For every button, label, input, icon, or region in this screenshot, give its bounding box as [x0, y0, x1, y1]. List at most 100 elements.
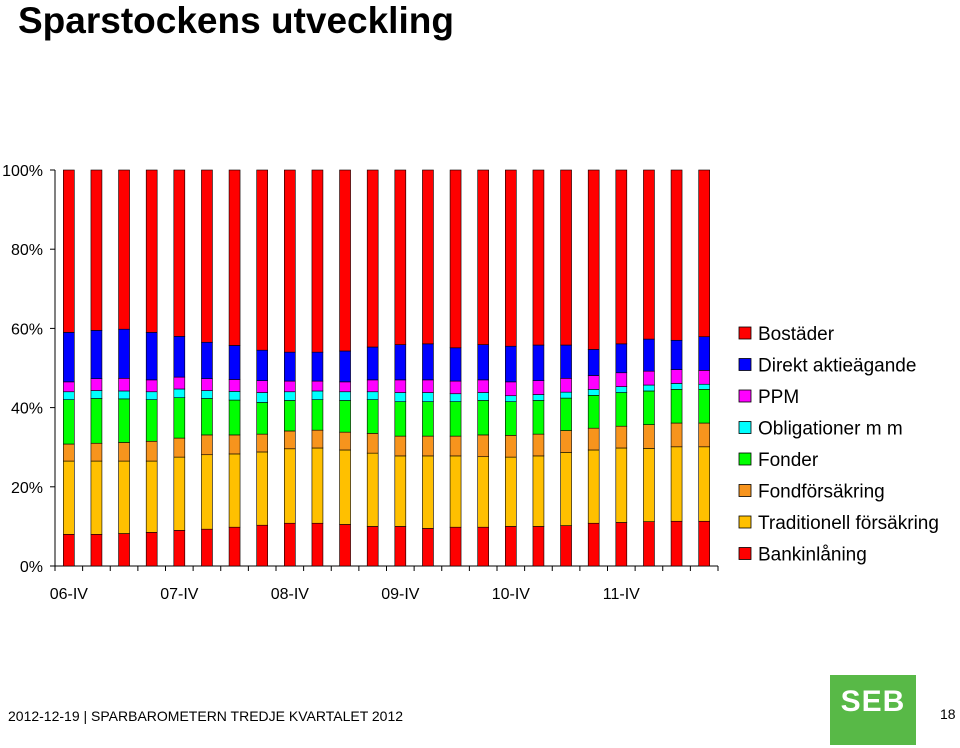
- footer-date: 2012-12-19: [8, 708, 80, 724]
- bar-segment: [587, 449, 600, 524]
- y-tick-label: 20%: [11, 480, 43, 497]
- bar-segment: [449, 455, 462, 528]
- bar-segment: [173, 456, 186, 531]
- bar-segment: [643, 338, 655, 372]
- bar-segment: [560, 397, 572, 431]
- bar-segment: [532, 526, 545, 567]
- bar-segment: [422, 528, 434, 567]
- bar-segment: [505, 395, 517, 402]
- bar-segment: [145, 379, 158, 393]
- bar-segment: [366, 433, 379, 454]
- x-tick-label: 07-IV: [160, 586, 199, 603]
- bar-segment: [256, 392, 268, 403]
- bar-segment: [311, 351, 324, 382]
- bar-segment: [63, 534, 75, 567]
- bar-segment: [477, 434, 489, 458]
- bar-segment: [256, 169, 268, 351]
- y-tick-label: 60%: [11, 321, 43, 338]
- bar-segment: [90, 330, 103, 379]
- bar-segment: [532, 433, 545, 457]
- bar-segment: [256, 380, 268, 393]
- bar-segment: [366, 379, 379, 393]
- bar-segment: [228, 399, 241, 436]
- bar-segment: [643, 521, 655, 567]
- bar-segment: [173, 437, 186, 458]
- bar-segment: [615, 392, 628, 427]
- bar-segment: [615, 522, 628, 567]
- bar-segment: [670, 389, 683, 424]
- bar-segment: [477, 526, 489, 567]
- bar-segment: [394, 455, 407, 527]
- bar-segment: [145, 440, 158, 462]
- bar-segment: [505, 401, 517, 436]
- bar-segment: [63, 169, 75, 333]
- bar-segment: [477, 169, 489, 345]
- bar-segment: [560, 344, 572, 379]
- y-tick-label: 100%: [2, 163, 43, 180]
- bar-segment: [505, 435, 517, 458]
- bar-segment: [145, 399, 158, 442]
- bar-segment: [118, 533, 130, 567]
- bar-segment: [118, 377, 130, 392]
- chart-title: Sparstockens utveckling: [18, 0, 454, 41]
- legend-swatch: [738, 421, 752, 434]
- bar-segment: [422, 379, 434, 393]
- bar-segment: [670, 383, 683, 390]
- bar-segment: [615, 386, 628, 393]
- bar-segment: [532, 400, 545, 435]
- bar-segment: [284, 400, 296, 432]
- bar-segment: [311, 169, 324, 353]
- bar-segment: [228, 526, 241, 567]
- x-tick-label: 10-IV: [492, 586, 531, 603]
- bar-segment: [587, 349, 600, 376]
- legend-label: Traditionell försäkring: [758, 513, 939, 534]
- bar-segment: [394, 401, 407, 437]
- bar-segment: [256, 402, 268, 435]
- bar-segment: [284, 380, 296, 393]
- bar-segment: [145, 532, 158, 567]
- bar-segment: [311, 399, 324, 431]
- bar-segment: [366, 526, 379, 567]
- bar-segment: [422, 435, 434, 457]
- bar-segment: [201, 528, 213, 567]
- bar-segment: [587, 522, 600, 567]
- bar-segment: [449, 347, 462, 382]
- bar-segment: [505, 345, 517, 383]
- bar-segment: [90, 398, 103, 444]
- bar-segment: [339, 350, 351, 383]
- bar-segment: [615, 447, 628, 523]
- bar-segment: [643, 390, 655, 425]
- bar-segment: [201, 169, 213, 343]
- bar-segment: [449, 393, 462, 402]
- bar-segment: [118, 442, 130, 462]
- bar-segment: [449, 169, 462, 349]
- legend-label: PPM: [758, 387, 799, 408]
- bar-segment: [201, 398, 213, 436]
- bar-segment: [698, 383, 710, 390]
- bar-segment: [477, 400, 489, 436]
- bar-segment: [643, 169, 655, 340]
- bar-segment: [532, 344, 545, 381]
- bar-segment: [118, 398, 130, 443]
- bar-segment: [63, 460, 75, 535]
- logo-text: SEB: [840, 685, 906, 718]
- bar-segment: [173, 376, 186, 390]
- legend-swatch: [738, 547, 752, 560]
- legend-swatch: [738, 452, 752, 466]
- bar-segment: [118, 169, 130, 330]
- bar-segment: [560, 169, 572, 346]
- bar-segment: [698, 446, 710, 522]
- bar-segment: [63, 391, 75, 400]
- bar-segment: [145, 460, 158, 533]
- y-tick-label: 40%: [11, 401, 43, 418]
- bar-segment: [228, 391, 241, 401]
- bar-segment: [173, 169, 186, 337]
- bar-segment: [339, 381, 351, 393]
- legend-label: Obligationer m m: [758, 419, 903, 440]
- bar-segment: [560, 430, 572, 453]
- bar-segment: [532, 455, 545, 527]
- bar-segment: [256, 451, 268, 526]
- bar-segment: [284, 169, 296, 353]
- bar-segment: [339, 400, 351, 433]
